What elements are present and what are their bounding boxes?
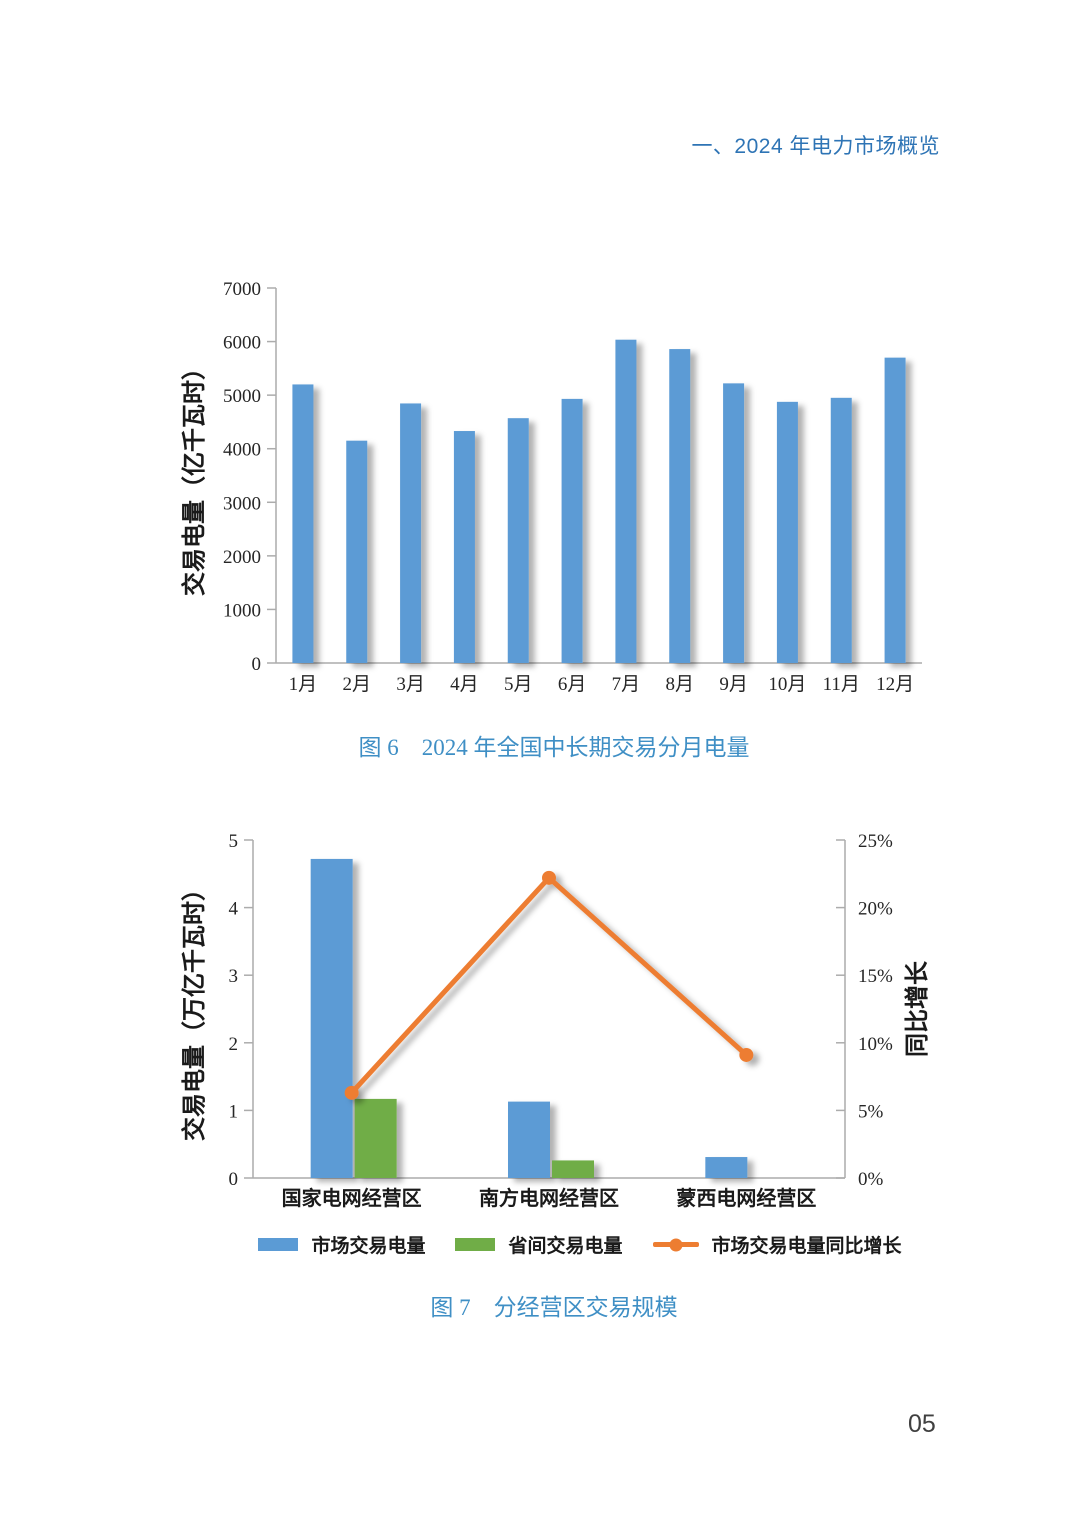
bar-4月 — [453, 431, 475, 663]
legend-label-interprovincial-volume: 省间交易电量 — [508, 1236, 623, 1257]
bar-10月 — [776, 401, 798, 663]
figure7-caption: 图 7 分经营区交易规模 — [430, 1295, 678, 1320]
legend-item-interprovincial-volume: 省间交易电量 — [455, 1231, 623, 1258]
bar-6月 — [561, 398, 583, 663]
bar-5月 — [507, 418, 529, 663]
right-tick-label: 25% — [858, 831, 893, 852]
x-category-label: 南方电网经营区 — [479, 1186, 619, 1210]
y-tick-label: 2000 — [223, 547, 261, 568]
x-tick-label: 10月 — [768, 674, 806, 695]
x-tick-label: 8月 — [665, 674, 694, 695]
legend-item-market-volume: 市场交易电量 — [258, 1231, 425, 1258]
x-tick-label: 9月 — [719, 674, 748, 695]
left-tick-label: 3 — [229, 966, 239, 987]
y-tick-label: 3000 — [223, 493, 261, 514]
legend-label-market-volume: 市场交易电量 — [311, 1236, 426, 1257]
figure6-bar-chart: 0 1000 2000 3000 4000 5000 6000 7000 1月 2月 3月 4月 5月 6… — [180, 279, 922, 695]
growth-line — [344, 870, 754, 1100]
bar-2月 — [346, 440, 368, 663]
figure7-combo-chart: 0 1 2 3 4 5 0% 5% 10% 15% 20% 25% 国家电网经营区 南方电网经营区 蒙西电网… — [180, 831, 931, 1210]
x-tick-label: 11月 — [823, 674, 860, 695]
left-axis-title: 交易电量（万亿千瓦时） — [180, 877, 208, 1141]
right-axis-title: 同比增长 — [903, 960, 931, 1057]
right-tick-label: 15% — [858, 966, 893, 987]
growth-line-marker — [739, 1047, 754, 1062]
page-number: 05 — [908, 1410, 936, 1438]
x-category-label: 国家电网经营区 — [282, 1186, 422, 1210]
left-tick-label: 1 — [229, 1101, 239, 1122]
bar-11月 — [830, 397, 852, 663]
bar-1月 — [292, 384, 314, 663]
bar-interprovincial-volume — [354, 1098, 397, 1178]
x-tick-label: 12月 — [876, 674, 914, 695]
left-tick-label: 5 — [229, 831, 239, 852]
left-tick-label: 0 — [229, 1169, 239, 1190]
left-tick-label: 2 — [229, 1034, 239, 1055]
right-tick-label: 10% — [858, 1034, 893, 1055]
y-axis-title: 交易电量（亿千瓦时） — [180, 356, 208, 596]
x-tick-label: 7月 — [612, 674, 641, 695]
figure6-caption: 图 6 2024 年全国中长期交易分月电量 — [358, 735, 750, 760]
bar-market-volume — [310, 858, 353, 1178]
right-tick-label: 0% — [858, 1169, 884, 1190]
bar-9月 — [723, 383, 745, 663]
left-tick-label: 4 — [229, 899, 239, 920]
x-tick-label: 3月 — [396, 674, 425, 695]
y-tick-label: 1000 — [223, 600, 261, 621]
legend-label-growth: 市场交易电量同比增长 — [711, 1236, 902, 1257]
bar-market-volume — [705, 1157, 748, 1178]
bar-interprovincial-volume — [552, 1160, 594, 1178]
section-header: 一、2024 年电力市场概览 — [691, 135, 940, 158]
legend-swatch-blue-icon — [258, 1238, 299, 1251]
right-tick-label: 5% — [858, 1101, 884, 1122]
bar-7月 — [615, 339, 637, 663]
growth-line-marker — [542, 870, 556, 885]
bar-market-volume — [508, 1101, 550, 1178]
right-tick-label: 20% — [858, 899, 893, 920]
bar-12月 — [884, 357, 906, 663]
x-tick-label: 2月 — [342, 674, 371, 695]
growth-line-marker — [344, 1085, 359, 1100]
y-tick-label: 6000 — [223, 333, 261, 354]
figure7-legend: 市场交易电量 省间交易电量 市场交易电量同比增长 — [180, 1231, 980, 1258]
y-tick-label: 0 — [252, 654, 262, 675]
legend-swatch-green-icon — [455, 1238, 496, 1251]
bar-8月 — [669, 349, 691, 663]
legend-line-marker-icon — [652, 1237, 699, 1252]
x-tick-label: 5月 — [504, 674, 533, 695]
x-category-label: 蒙西电网经营区 — [676, 1186, 816, 1210]
y-tick-label: 7000 — [223, 279, 261, 300]
legend-item-growth-line: 市场交易电量同比增长 — [652, 1231, 902, 1258]
x-tick-label: 1月 — [289, 674, 318, 695]
x-tick-label: 6月 — [558, 674, 587, 695]
x-tick-label: 4月 — [450, 674, 479, 695]
bar-3月 — [400, 403, 422, 663]
y-tick-label: 4000 — [223, 440, 261, 461]
y-tick-label: 5000 — [223, 386, 261, 407]
